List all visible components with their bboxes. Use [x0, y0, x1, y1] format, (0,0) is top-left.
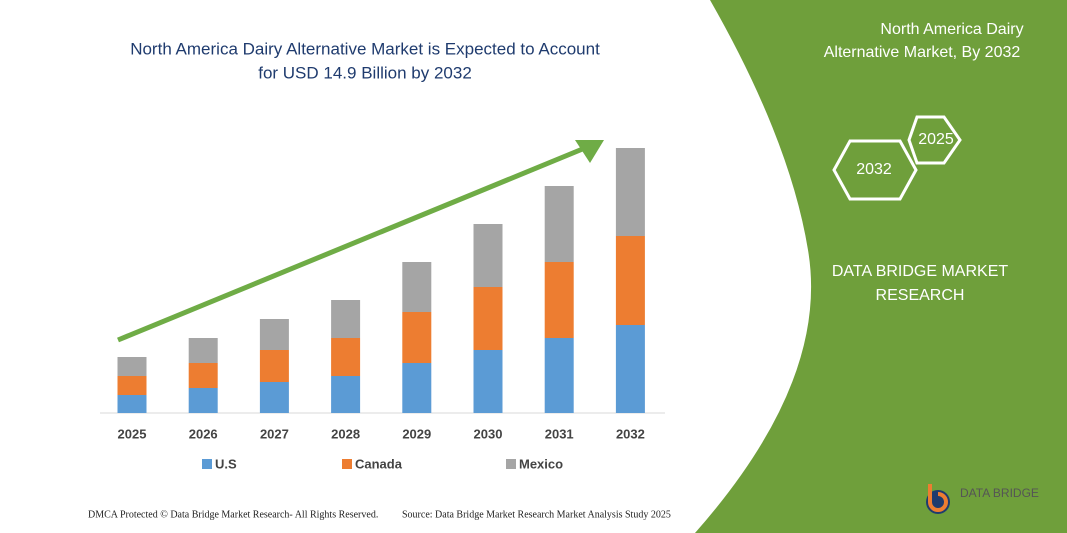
chart-title: for USD 14.9 Billion by 2032	[258, 63, 472, 82]
bar-segment	[117, 376, 147, 395]
bar-segment	[188, 338, 218, 363]
bar-segment	[402, 363, 432, 413]
brand: RESEARCH	[876, 287, 965, 304]
bar-segment	[331, 338, 361, 376]
hexagon	[832, 139, 918, 201]
brand: DATA BRIDGE MARKET	[832, 263, 1009, 280]
x-tick-label: 2032	[616, 426, 645, 441]
x-tick-label: 2028	[331, 426, 360, 441]
bar-segment	[259, 350, 289, 382]
hexagon-label: 2032	[856, 161, 892, 178]
bar-segment	[402, 312, 432, 363]
legend-label: Mexico	[519, 456, 563, 471]
arrow-head	[575, 140, 604, 163]
bar-segment	[615, 325, 645, 413]
chart-title: North America Dairy Alternative Market i…	[130, 39, 600, 58]
trend-arrow	[117, 145, 586, 343]
logo-text: DATA BRIDGE	[960, 486, 1039, 500]
side-panel	[695, 0, 1067, 533]
x-tick-label: 2025	[118, 426, 147, 441]
hexagon-label: 2025	[918, 131, 954, 148]
x-tick-label: 2031	[545, 426, 574, 441]
bar-segment	[473, 224, 503, 287]
bar-segment	[188, 363, 218, 388]
legend-label: U.S	[215, 456, 237, 471]
bar-segment	[259, 382, 289, 413]
bar-segment	[544, 186, 574, 262]
hexagon	[907, 115, 962, 165]
bar-segment	[259, 319, 289, 350]
legend-swatch	[202, 459, 212, 469]
panel-title: North America Dairy	[880, 21, 1023, 38]
bar-segment	[615, 236, 645, 325]
bar-segment	[188, 388, 218, 413]
bar-segment	[331, 300, 361, 338]
x-tick-label: 2029	[402, 426, 431, 441]
x-tick-label: 2027	[260, 426, 289, 441]
footer-right: Source: Data Bridge Market Research Mark…	[402, 509, 671, 520]
bar-segment	[615, 148, 645, 236]
bar-segment	[331, 376, 361, 413]
x-tick-label: 2026	[189, 426, 218, 441]
logo-icon	[928, 484, 948, 512]
bar-segment	[402, 262, 432, 312]
bar-segment	[117, 357, 147, 376]
legend-swatch	[342, 459, 352, 469]
legend-label: Canada	[355, 456, 403, 471]
bar-segment	[473, 350, 503, 413]
bar-segment	[544, 262, 574, 338]
footer-left: DMCA Protected © Data Bridge Market Rese…	[88, 509, 378, 520]
legend-swatch	[506, 459, 516, 469]
x-tick-label: 2030	[474, 426, 503, 441]
panel-title: Alternative Market, By 2032	[824, 44, 1021, 61]
bar-segment	[544, 338, 574, 413]
bar-segment	[473, 287, 503, 350]
bar-segment	[117, 395, 147, 413]
